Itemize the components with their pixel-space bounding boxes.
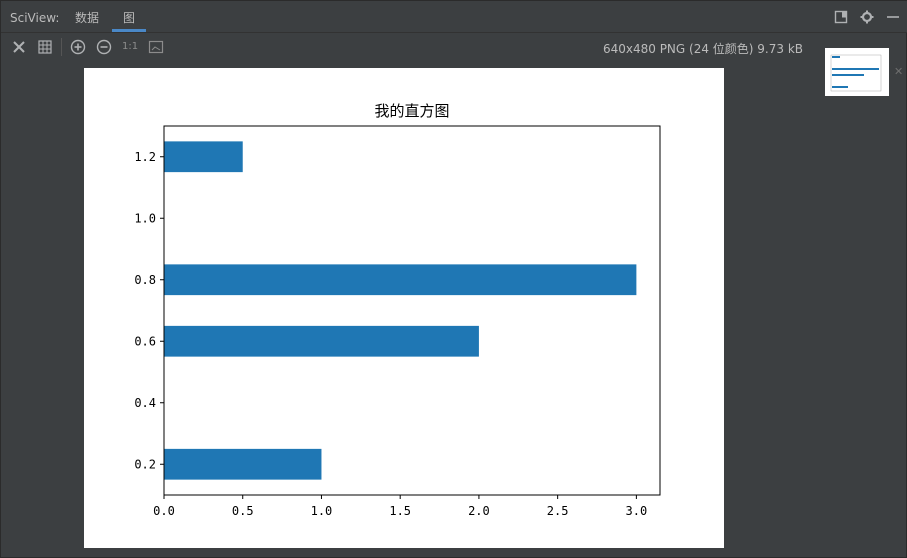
- bar-2: [164, 264, 637, 296]
- bar-1: [164, 325, 479, 357]
- axes-frame: [163, 125, 661, 496]
- title-bar: SciView: 数据 图: [1, 1, 907, 33]
- bar-3: [164, 141, 243, 173]
- bar-0: [164, 448, 322, 480]
- image-info: 640x480 PNG (24 位颜色) 9.73 kB: [602, 42, 803, 56]
- minimize-icon[interactable]: [886, 10, 900, 24]
- y-tick-label-2: 0.6: [134, 334, 156, 348]
- y-tick-label-3: 0.8: [134, 273, 156, 287]
- bar-chart: 我的直方图 0.0 0.5 1.0 1.5 2.0 2.5 3.0 0.2 0.4 0.6 0.8…: [134, 102, 661, 518]
- x-tick-label-3: 1.5: [389, 504, 411, 518]
- preview-thumbnail[interactable]: [825, 48, 889, 96]
- y-tick-label-0: 0.2: [134, 457, 156, 471]
- zoom-in-icon[interactable]: [70, 39, 86, 55]
- y-tick-label-1: 0.4: [134, 396, 156, 410]
- y-tick-label-5: 1.2: [134, 150, 156, 164]
- toolbar: 1:1 640x480 PNG (24 位颜色) 9.73 kB: [1, 34, 907, 60]
- fit-icon[interactable]: [11, 39, 27, 55]
- y-axis-ticks: 0.2 0.4 0.6 0.8 1.0 1.2: [134, 150, 164, 471]
- x-tick-label-1: 0.5: [232, 504, 254, 518]
- app-title: SciView:: [10, 11, 60, 25]
- restore-icon[interactable]: [834, 10, 848, 24]
- chart-title: 我的直方图: [374, 102, 449, 120]
- x-tick-label-6: 3.0: [626, 504, 648, 518]
- grid-icon[interactable]: [37, 39, 53, 55]
- tab-data[interactable]: 数据: [74, 11, 99, 25]
- zoom-out-icon[interactable]: [96, 39, 112, 55]
- plot-canvas: 我的直方图 0.0 0.5 1.0 1.5 2.0 2.5 3.0 0.2 0.4 0.6 0.8…: [84, 68, 724, 548]
- x-tick-label-0: 0.0: [153, 504, 175, 518]
- x-tick-label-2: 1.0: [311, 504, 333, 518]
- tab-plot[interactable]: 图: [112, 1, 146, 32]
- y-tick-label-4: 1.0: [134, 211, 156, 225]
- x-axis-ticks: 0.0 0.5 1.0 1.5 2.0 2.5 3.0: [153, 495, 647, 518]
- bars-group: [164, 141, 637, 480]
- gear-icon[interactable]: [860, 10, 874, 24]
- window-controls: [834, 10, 900, 24]
- actual-size-icon[interactable]: 1:1: [122, 41, 139, 52]
- x-tick-label-5: 2.5: [547, 504, 569, 518]
- toolbar-separator: [61, 38, 62, 56]
- x-tick-label-4: 2.0: [468, 504, 490, 518]
- close-icon[interactable]: ✕: [894, 65, 904, 78]
- fit-image-icon[interactable]: [148, 39, 164, 55]
